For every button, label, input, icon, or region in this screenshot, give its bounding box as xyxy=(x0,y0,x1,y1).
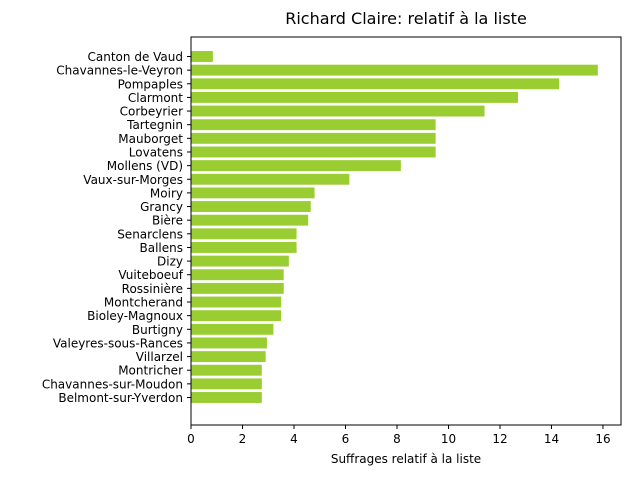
y-tick-label: Mollens (VD) xyxy=(107,159,183,173)
y-tick-label: Bière xyxy=(152,214,183,228)
bar xyxy=(191,323,274,335)
x-tick-label: 12 xyxy=(492,432,507,446)
y-tick-label: Chavannes-le-Veyron xyxy=(56,64,183,78)
bar xyxy=(191,160,401,172)
x-tick-label: 6 xyxy=(342,432,350,446)
y-tick-label: Rossinière xyxy=(122,282,183,296)
bar xyxy=(191,351,266,363)
x-tick-label: 8 xyxy=(393,432,401,446)
y-tick-label: Pompaples xyxy=(118,77,183,91)
bar xyxy=(191,146,436,158)
bar xyxy=(191,392,262,403)
bar xyxy=(191,214,309,226)
bars-group xyxy=(191,51,598,403)
y-tick-label: Villarzel xyxy=(136,350,183,364)
x-tick-label: 14 xyxy=(544,432,559,446)
chart-title: Richard Claire: relatif à la liste xyxy=(285,9,527,28)
bar xyxy=(191,91,519,103)
bar xyxy=(191,282,284,294)
y-tick-label: Belmont-sur-Yverdon xyxy=(58,391,183,405)
bar xyxy=(191,364,262,376)
bar xyxy=(191,228,297,240)
y-tick-label: Canton de Vaud xyxy=(88,50,183,64)
x-tick-label: 0 xyxy=(187,432,195,446)
y-tick-label: Tartegnin xyxy=(126,118,183,132)
x-tick-label: 16 xyxy=(595,432,610,446)
y-tick-label: Mauborget xyxy=(118,132,183,146)
y-tick-label: Senarclens xyxy=(117,227,183,241)
bar xyxy=(191,119,436,131)
bar xyxy=(191,132,436,144)
y-tick-label: Corbeyrier xyxy=(120,105,183,119)
bar xyxy=(191,201,311,212)
bar xyxy=(191,64,598,76)
y-tick-label: Montricher xyxy=(118,364,183,378)
bar xyxy=(191,337,267,349)
x-tick-label: 2 xyxy=(239,432,247,446)
x-axis: 0 2 4 6 8 10 12 14 16 xyxy=(187,425,611,446)
y-tick-label: Dizy xyxy=(157,255,183,269)
x-tick-label: 10 xyxy=(441,432,456,446)
bar xyxy=(191,173,350,185)
y-tick-label: Clarmont xyxy=(128,91,183,105)
bar xyxy=(191,296,282,308)
y-tick-label: Vaux-sur-Morges xyxy=(83,173,183,187)
y-axis: Canton de VaudChavannes-le-VeyronPompapl… xyxy=(42,50,191,405)
plot-frame xyxy=(190,36,622,426)
bar xyxy=(191,105,485,117)
y-tick-label: Lovatens xyxy=(129,145,183,159)
y-tick-label: Montcherand xyxy=(104,296,183,310)
y-tick-label: Vuiteboeuf xyxy=(118,268,183,282)
y-tick-label: Chavannes-sur-Moudon xyxy=(42,377,183,391)
bar xyxy=(191,378,262,390)
bar xyxy=(191,187,315,199)
y-tick-label: Ballens xyxy=(140,241,184,255)
x-tick-label: 4 xyxy=(290,432,298,446)
bar xyxy=(191,242,297,253)
y-tick-label: Moiry xyxy=(150,186,183,200)
y-tick-label: Bioley-Magnoux xyxy=(87,309,183,323)
bar xyxy=(191,310,282,322)
bar xyxy=(191,255,289,267)
bar xyxy=(191,269,284,281)
x-axis-label: Suffrages relatif à la liste xyxy=(331,452,481,466)
bar xyxy=(191,78,560,90)
y-tick-label: Burtigny xyxy=(132,323,183,337)
y-tick-label: Grancy xyxy=(140,200,183,214)
bar xyxy=(191,51,213,62)
y-tick-label: Valeyres-sous-Rances xyxy=(53,336,183,350)
